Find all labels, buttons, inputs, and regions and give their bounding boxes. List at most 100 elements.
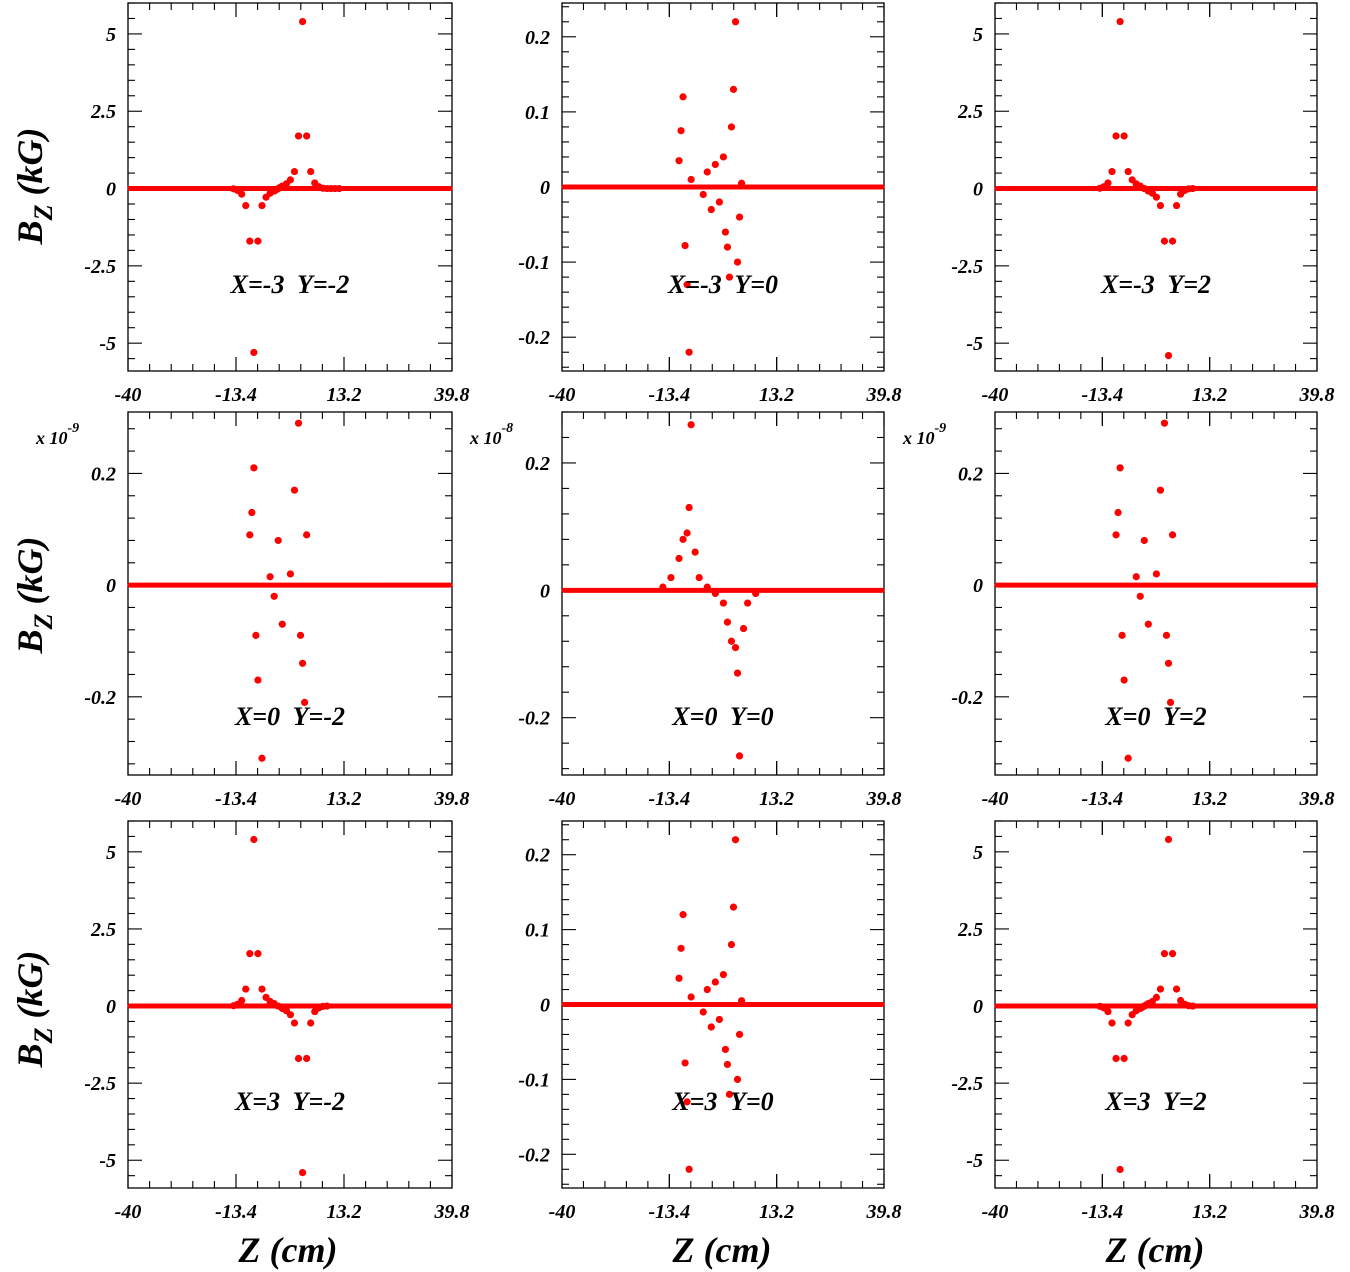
data-point — [1144, 620, 1152, 628]
x-tick-label: 13.2 — [759, 788, 794, 810]
data-point — [1140, 536, 1148, 545]
x-tick-label: -40 — [982, 1201, 1009, 1223]
data-point — [294, 132, 303, 140]
data-point — [286, 1011, 295, 1019]
data-point — [254, 950, 262, 958]
x-axis-title: Z (cm) — [672, 1230, 772, 1270]
data-point — [1108, 167, 1116, 176]
x-tick-label: -40 — [549, 1201, 576, 1223]
data-point — [687, 421, 695, 429]
axis-multiplier: x 10-9 — [35, 421, 79, 448]
panel-3: -40 -13.4 13.2 39.8 -5 -2.5 0 2.5 5 X=-3 Y=2 — [951, 2, 1335, 406]
x-tick-label: -40 — [115, 1201, 142, 1223]
y-tick-label: 0 — [540, 177, 550, 199]
y-tick-label: -2.5 — [84, 1073, 116, 1095]
y-tick-label: 5 — [973, 842, 983, 864]
y-tick-label: -0.2 — [84, 687, 116, 709]
y-tick-label: 5 — [973, 24, 983, 46]
data-point — [735, 1030, 744, 1039]
data-point — [1108, 1019, 1116, 1027]
data-point — [679, 535, 687, 543]
y-tick-label: 0 — [106, 996, 116, 1018]
data-point — [1116, 464, 1124, 472]
data-point — [721, 228, 730, 236]
x-tick-label: -13.4 — [1081, 1201, 1123, 1223]
data-point — [286, 570, 295, 578]
data-point — [298, 659, 307, 667]
data-point — [1189, 184, 1197, 193]
y-tick-label: -0.2 — [518, 1144, 550, 1166]
data-point — [1120, 676, 1128, 684]
x-tick-label: -13.4 — [215, 384, 257, 406]
data-point — [721, 1045, 730, 1054]
data-point — [715, 1015, 723, 1024]
data-point — [246, 950, 254, 958]
data-point — [248, 508, 256, 517]
panel-4: -40 -13.4 13.2 39.8 -0.2 0 0.2 x 10-9 X=0 Y=-2 — [35, 411, 470, 810]
data-point — [1156, 486, 1165, 494]
data-point — [715, 198, 723, 206]
y-tick-label: 5 — [106, 24, 116, 46]
data-point — [296, 631, 305, 639]
data-point — [303, 531, 311, 539]
data-point — [294, 1054, 303, 1063]
data-point — [752, 589, 760, 598]
data-point — [290, 486, 299, 494]
data-point — [274, 536, 282, 545]
y-tick-label: -0.1 — [518, 1069, 550, 1091]
data-point — [703, 583, 711, 591]
y-axis-title: BZ (kG) — [10, 951, 58, 1069]
data-point — [254, 676, 262, 684]
x-tick-label: -13.4 — [648, 788, 690, 810]
x-tick-label: 13.2 — [327, 1201, 362, 1223]
data-point — [685, 503, 693, 512]
panel-7: -40 -13.4 13.2 39.8 -5 -2.5 0 2.5 5 X=3 Y=-2 — [84, 820, 470, 1223]
data-point — [1160, 950, 1169, 958]
data-point — [711, 160, 719, 169]
data-point — [238, 996, 246, 1005]
x-tick-label: -13.4 — [648, 1201, 690, 1223]
panel-annotation: X=0 Y=2 — [1104, 702, 1206, 731]
panel-annotation: X=3 Y=0 — [671, 1087, 773, 1116]
data-point — [687, 993, 695, 1001]
x-tick-label: -13.4 — [1081, 384, 1123, 406]
data-point — [298, 1168, 307, 1177]
data-point — [1104, 1007, 1112, 1016]
panel-8: -40 -13.4 13.2 39.8 -0.2 -0.1 0 0.1 0.2 X=3 Y=0 — [518, 820, 902, 1223]
data-point — [719, 970, 728, 979]
data-point — [699, 190, 707, 199]
data-point — [1168, 237, 1177, 245]
x-tick-label: 13.2 — [1192, 788, 1227, 810]
x-tick-label: -13.4 — [215, 788, 257, 810]
panel-annotation: X=-3 Y=2 — [1100, 270, 1211, 299]
plot-frame — [127, 820, 453, 1189]
data-point — [677, 127, 685, 135]
data-point — [1124, 1019, 1132, 1027]
y-tick-label: 5 — [106, 842, 116, 864]
y-tick-label: 0.2 — [91, 463, 116, 485]
axis-multiplier: x 10-9 — [902, 421, 946, 448]
plot-frame — [127, 411, 453, 776]
panel-annotation: X=-3 Y=0 — [667, 270, 778, 299]
panel-1: -40 -13.4 13.2 39.8 -5 -2.5 0 2.5 5 X=-3 Y=-2 — [84, 2, 470, 406]
x-axis-title: Z (cm) — [238, 1230, 338, 1270]
y-tick-label: 0.2 — [525, 27, 550, 49]
data-point — [731, 18, 740, 26]
y-tick-label: -2.5 — [951, 256, 983, 278]
x-tick-label: -40 — [982, 384, 1009, 406]
data-point — [1166, 698, 1175, 707]
data-point — [1189, 1002, 1197, 1010]
data-point — [723, 243, 732, 251]
data-point — [687, 175, 695, 184]
x-tick-label: 13.2 — [1192, 384, 1227, 406]
data-point — [307, 1019, 315, 1027]
data-point — [252, 631, 260, 639]
data-point — [1132, 573, 1140, 581]
x-tick-label: -13.4 — [1081, 788, 1123, 810]
data-point — [1164, 351, 1173, 360]
x-tick-label: 13.2 — [327, 384, 362, 406]
data-point — [681, 241, 689, 250]
data-point — [667, 573, 675, 582]
x-tick-label: 13.2 — [759, 384, 794, 406]
